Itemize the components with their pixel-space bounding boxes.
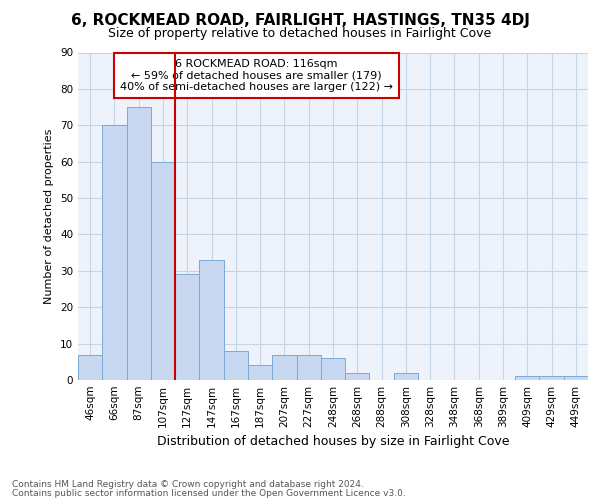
Bar xyxy=(539,376,564,380)
Bar xyxy=(175,274,199,380)
Bar xyxy=(199,260,224,380)
Text: Contains public sector information licensed under the Open Government Licence v3: Contains public sector information licen… xyxy=(12,488,406,498)
Text: Size of property relative to detached houses in Fairlight Cove: Size of property relative to detached ho… xyxy=(109,28,491,40)
Bar xyxy=(248,366,272,380)
Bar xyxy=(127,107,151,380)
Bar xyxy=(394,372,418,380)
Bar xyxy=(321,358,345,380)
Text: Contains HM Land Registry data © Crown copyright and database right 2024.: Contains HM Land Registry data © Crown c… xyxy=(12,480,364,489)
Bar xyxy=(224,351,248,380)
Bar xyxy=(296,354,321,380)
Bar xyxy=(78,354,102,380)
Bar xyxy=(151,162,175,380)
Text: 6 ROCKMEAD ROAD: 116sqm
← 59% of detached houses are smaller (179)
40% of semi-d: 6 ROCKMEAD ROAD: 116sqm ← 59% of detache… xyxy=(120,59,393,92)
X-axis label: Distribution of detached houses by size in Fairlight Cove: Distribution of detached houses by size … xyxy=(157,436,509,448)
Y-axis label: Number of detached properties: Number of detached properties xyxy=(44,128,55,304)
Bar xyxy=(564,376,588,380)
Bar xyxy=(272,354,296,380)
Bar xyxy=(102,126,127,380)
Bar xyxy=(345,372,370,380)
Bar xyxy=(515,376,539,380)
Text: 6, ROCKMEAD ROAD, FAIRLIGHT, HASTINGS, TN35 4DJ: 6, ROCKMEAD ROAD, FAIRLIGHT, HASTINGS, T… xyxy=(71,12,529,28)
